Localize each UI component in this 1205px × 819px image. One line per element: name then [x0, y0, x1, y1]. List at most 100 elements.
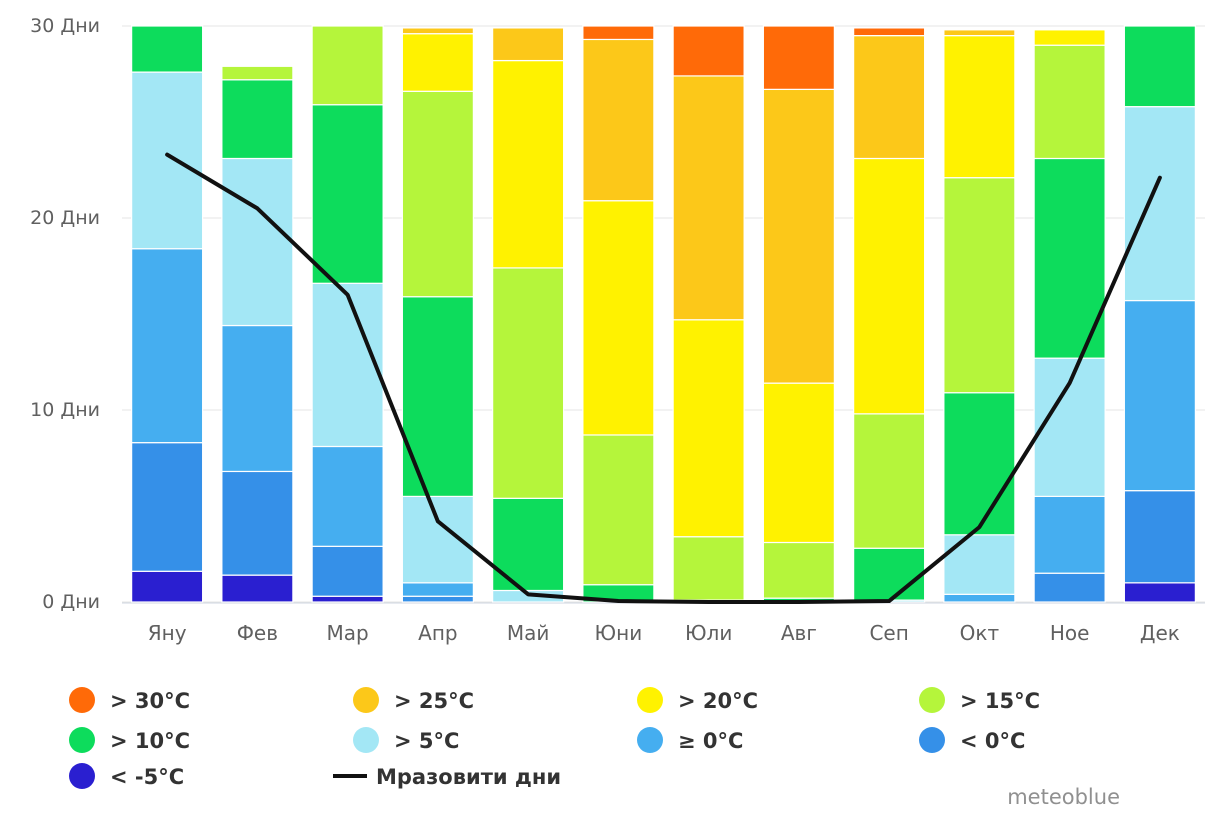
bar-segment [853, 157, 926, 415]
y-tick-label: 10 Дни [30, 399, 100, 421]
x-tick-label: Окт [960, 621, 1000, 645]
bar-segment [131, 570, 204, 603]
bar-segment [401, 582, 474, 597]
legend-dot-swatch [637, 727, 663, 753]
bar-segment [943, 29, 1016, 37]
legend-dot-swatch [353, 687, 379, 713]
bar-segment [943, 593, 1016, 603]
legend-label: > 5°C [394, 729, 459, 753]
legend-dot-swatch [919, 727, 945, 753]
stacked-bars [131, 25, 1196, 603]
bar-segment [582, 25, 655, 41]
bar-segment [311, 545, 384, 597]
bar-segment [762, 541, 835, 599]
bar-segment [221, 79, 294, 160]
bar-segment [401, 27, 474, 35]
x-tick-label: Авг [781, 621, 817, 645]
legend-item: > 10°C [69, 727, 190, 753]
x-tick-label: Дек [1140, 621, 1180, 645]
legend-label: < 0°C [960, 729, 1025, 753]
bar-segment [311, 445, 384, 547]
bar-segment [221, 574, 294, 603]
bar-segment [221, 470, 294, 576]
bar-segment [492, 27, 565, 62]
credit-label: meteoblue [1007, 785, 1120, 809]
bar-segment [672, 25, 745, 77]
legend-item: > 30°C [69, 687, 190, 713]
legend-item: Мразовити дни [333, 765, 561, 789]
bar-segment [1123, 299, 1196, 492]
bar-segment [1123, 106, 1196, 302]
bar-segment [853, 27, 926, 37]
bar-segment [401, 296, 474, 497]
legend-item: > 25°C [353, 687, 474, 713]
bar-segment [1033, 44, 1106, 160]
bar-segment [1123, 582, 1196, 603]
bar-segment [221, 324, 294, 473]
legend-item: < 0°C [919, 727, 1025, 753]
bar-segment [1123, 490, 1196, 584]
legend-label: > 15°C [960, 689, 1040, 713]
legend-item: < -5°C [69, 763, 184, 789]
bar-segment [762, 88, 835, 384]
bar-segment [853, 413, 926, 549]
bar-segment [311, 595, 384, 603]
legend-label: > 25°C [394, 689, 474, 713]
legend-label: Мразовити дни [376, 765, 561, 789]
bar-segment [221, 157, 294, 327]
legend-item: > 15°C [919, 687, 1040, 713]
legend-dot-swatch [919, 687, 945, 713]
legend-label: ≥ 0°C [678, 729, 743, 753]
bar-segment [672, 75, 745, 321]
y-tick-label: 30 Дни [30, 15, 100, 37]
legend-dot-swatch [69, 687, 95, 713]
bar-segment [943, 177, 1016, 394]
bar-segment [853, 547, 926, 601]
bar-segment [311, 104, 384, 284]
x-tick-label: Яну [148, 621, 187, 645]
legend-line-swatch [333, 774, 367, 778]
bar-segment [131, 442, 204, 572]
x-tick-label: Сеп [869, 621, 908, 645]
bar-segment [401, 33, 474, 92]
frost-days-line-path [165, 152, 1162, 604]
bar-segment [943, 34, 1016, 179]
bar-segment [582, 434, 655, 586]
legend-dot-swatch [69, 763, 95, 789]
legend-label: > 20°C [678, 689, 758, 713]
bar-segment [672, 536, 745, 601]
bar-segment [1033, 495, 1106, 574]
legend-label: > 10°C [110, 729, 190, 753]
bar-segment [131, 71, 204, 250]
x-tick-label: Апр [418, 621, 457, 645]
legend-dot-swatch [637, 687, 663, 713]
x-tick-label: Мар [327, 621, 369, 645]
bar-segment [1033, 572, 1106, 603]
bar-segment [1123, 25, 1196, 108]
bar-segment [311, 282, 384, 448]
bar-segment [672, 319, 745, 538]
y-axis-ticks: 0 Дни 10 Дни 20 Дни 30 Дни [30, 15, 100, 613]
bar-segment [582, 200, 655, 436]
bar-segment [401, 90, 474, 298]
legend-item: > 5°C [353, 727, 459, 753]
legend-item: ≥ 0°C [637, 727, 743, 753]
bar-segment [401, 595, 474, 603]
legend-item: > 20°C [637, 687, 758, 713]
x-axis-ticks: Яну Фев Мар Апр Май Юни Юли Авг Сеп Окт Ное Дек [148, 621, 1180, 645]
bar-segment [943, 534, 1016, 595]
bar-segment [853, 34, 926, 160]
bar-segment [492, 267, 565, 499]
bar-segment [131, 25, 204, 73]
bar-segment [221, 65, 294, 81]
bar-segment [943, 392, 1016, 536]
legend-label: < -5°C [110, 765, 184, 789]
bar-segment [762, 382, 835, 544]
legend: > 30°C > 25°C > 20°C > 15°C > 10°C > 5°C ≥ 0°C… [69, 687, 1040, 789]
bar-segment [1033, 29, 1106, 46]
x-tick-label: Юли [685, 621, 732, 645]
x-tick-label: Фев [237, 621, 278, 645]
bar-segment [762, 25, 835, 90]
